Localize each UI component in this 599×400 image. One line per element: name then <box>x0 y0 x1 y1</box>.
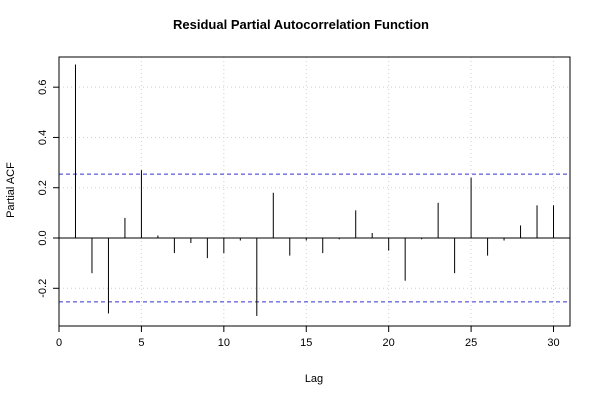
x-axis-label: Lag <box>305 373 323 385</box>
y-axis: -0.2 0.0 0.2 0.4 0.6 <box>37 80 59 298</box>
confidence-bounds <box>59 173 570 303</box>
x-axis: 0 5 10 15 20 25 30 <box>56 326 560 349</box>
y-axis-label: Partial ACF <box>5 162 17 218</box>
x-tick-label: 25 <box>465 337 477 349</box>
plot-frame <box>58 56 571 327</box>
y-tick-label: 0.2 <box>37 180 49 195</box>
chart-title: Residual Partial Autocorrelation Functio… <box>173 17 429 32</box>
x-tick-label: 20 <box>383 337 395 349</box>
x-tick-label: 0 <box>56 337 62 349</box>
y-tick-label: 0.6 <box>37 80 49 95</box>
x-tick-label: 10 <box>218 337 230 349</box>
pacf-bars <box>74 64 555 316</box>
y-tick-label: 0.0 <box>37 230 49 245</box>
grid-lines <box>58 57 570 326</box>
y-tick-label: 0.4 <box>37 130 49 145</box>
x-tick-label: 15 <box>300 337 312 349</box>
y-tick-label: -0.2 <box>37 279 49 298</box>
x-tick-label: 5 <box>138 337 144 349</box>
x-tick-label: 30 <box>547 337 559 349</box>
